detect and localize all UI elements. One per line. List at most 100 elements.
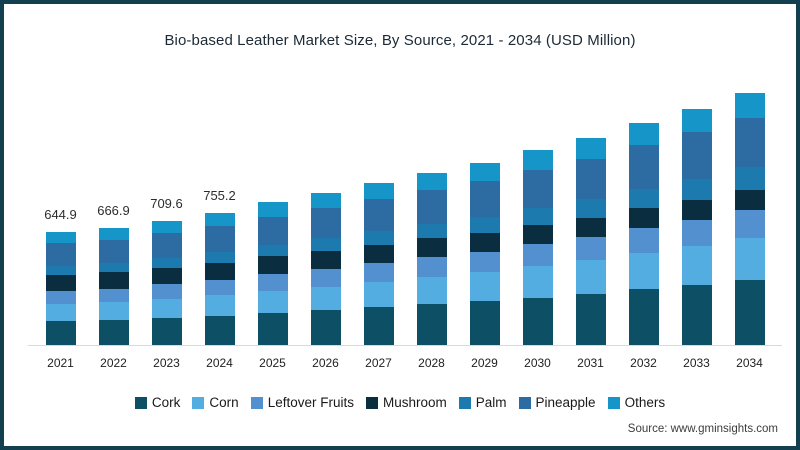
bar-2034 [723, 83, 776, 345]
bar-stack-2033 [681, 108, 712, 345]
bar-segment-leftover-fruits-2026 [310, 268, 341, 287]
bar-stack-2024 [204, 212, 235, 345]
bar-segment-leftover-fruits-2024 [204, 279, 235, 296]
bar-segment-corn-2033 [681, 245, 712, 285]
bar-segment-cork-2022 [98, 320, 129, 345]
bar-segment-pineapple-2025 [257, 216, 288, 246]
bar-segment-palm-2026 [310, 238, 341, 251]
bar-segment-cork-2021 [45, 321, 76, 345]
bar-segment-others-2026 [310, 193, 341, 209]
bar-segment-others-2031 [575, 138, 606, 159]
bar-segment-mushroom-2024 [204, 262, 235, 280]
bar-segment-pineapple-2026 [310, 208, 341, 239]
legend-item-leftover-fruits: Leftover Fruits [250, 395, 354, 410]
legend-item-palm: Palm [458, 395, 507, 410]
x-tick-2028: 2028 [418, 356, 445, 370]
bar-segment-palm-2031 [575, 199, 606, 218]
bar-segment-corn-2026 [310, 286, 341, 311]
x-tick-2022: 2022 [100, 356, 127, 370]
bar-segment-corn-2023 [151, 299, 182, 318]
x-tick-2027: 2027 [365, 356, 392, 370]
bar-stack-2027 [363, 183, 394, 345]
source-attribution: Source: www.gminsights.com [627, 423, 778, 435]
bar-stack-2028 [416, 172, 447, 345]
bar-stack-2031 [575, 138, 606, 345]
bar-2024: 755.2 [193, 83, 246, 345]
bar-segment-leftover-fruits-2021 [45, 290, 76, 305]
bar-segment-others-2030 [522, 150, 553, 170]
bar-segment-mushroom-2033 [681, 199, 712, 220]
x-axis-line [28, 345, 782, 346]
bar-segment-pineapple-2033 [681, 132, 712, 179]
legend-swatch-pineapple [518, 396, 531, 409]
bar-segment-pineapple-2028 [416, 189, 447, 224]
bar-segment-others-2028 [416, 172, 447, 190]
bar-stack-2034 [734, 93, 765, 345]
bar-stack-2023 [151, 220, 182, 345]
bar-segment-leftover-fruits-2032 [628, 228, 659, 253]
legend-swatch-palm [458, 396, 471, 409]
bar-segment-cork-2033 [681, 284, 712, 345]
bar-segment-corn-2025 [257, 290, 288, 313]
bar-segment-mushroom-2029 [469, 232, 500, 252]
bars-row: 644.9 666.9 709.6 755.2 [34, 83, 776, 345]
legend-swatch-corn [192, 396, 205, 409]
bar-segment-leftover-fruits-2027 [363, 263, 394, 282]
bar-segment-leftover-fruits-2031 [575, 237, 606, 261]
x-tick-2025: 2025 [259, 356, 286, 370]
bar-stack-2026 [310, 193, 341, 345]
x-tick-2034: 2034 [736, 356, 763, 370]
bar-segment-cork-2026 [310, 310, 341, 345]
bar-segment-cork-2032 [628, 289, 659, 345]
bar-stack-2030 [522, 150, 553, 345]
x-tick-2032: 2032 [630, 356, 657, 370]
bar-segment-corn-2034 [734, 238, 765, 280]
bar-2023: 709.6 [140, 83, 193, 345]
bar-segment-corn-2032 [628, 252, 659, 290]
bar-segment-pineapple-2034 [734, 118, 765, 168]
bar-segment-corn-2027 [363, 281, 394, 308]
bar-segment-cork-2031 [575, 293, 606, 345]
bar-segment-others-2033 [681, 108, 712, 133]
bar-segment-corn-2028 [416, 277, 447, 305]
bar-segment-mushroom-2028 [416, 238, 447, 258]
bar-segment-corn-2031 [575, 260, 606, 294]
bar-segment-mushroom-2022 [98, 272, 129, 289]
legend-label-mushroom: Mushroom [382, 395, 447, 410]
bar-segment-cork-2028 [416, 304, 447, 345]
bar-segment-palm-2028 [416, 223, 447, 239]
bar-2025 [246, 83, 299, 345]
x-tick-2026: 2026 [312, 356, 339, 370]
legend-item-cork: Cork [134, 395, 180, 410]
bar-segment-mushroom-2023 [151, 267, 182, 285]
bar-segment-palm-2027 [363, 231, 394, 245]
bar-segment-leftover-fruits-2034 [734, 210, 765, 239]
legend-item-pineapple: Pineapple [518, 395, 596, 410]
x-tick-2031: 2031 [577, 356, 604, 370]
bar-segment-corn-2029 [469, 272, 500, 302]
bar-segment-cork-2029 [469, 301, 500, 345]
bar-segment-others-2025 [257, 202, 288, 217]
bar-segment-palm-2025 [257, 245, 288, 257]
bar-segment-others-2029 [469, 163, 500, 182]
bar-segment-cork-2027 [363, 307, 394, 345]
x-tick-2021: 2021 [47, 356, 74, 370]
bar-stack-2025 [257, 202, 288, 345]
bar-segment-cork-2024 [204, 315, 235, 345]
bar-segment-mushroom-2032 [628, 208, 659, 228]
x-tick-2024: 2024 [206, 356, 233, 370]
bar-segment-leftover-fruits-2033 [681, 219, 712, 246]
legend-item-mushroom: Mushroom [365, 395, 447, 410]
bar-segment-leftover-fruits-2023 [151, 284, 182, 300]
bar-segment-palm-2022 [98, 263, 129, 273]
x-tick-2033: 2033 [683, 356, 710, 370]
bar-segment-palm-2030 [522, 208, 553, 225]
legend-label-leftover-fruits: Leftover Fruits [267, 395, 354, 410]
bar-segment-palm-2021 [45, 266, 76, 275]
bar-2026 [299, 83, 352, 345]
bar-segment-pineapple-2032 [628, 144, 659, 189]
bar-2031 [564, 83, 617, 345]
bar-segment-cork-2023 [151, 318, 182, 345]
bar-segment-mushroom-2025 [257, 256, 288, 275]
legend-swatch-mushroom [365, 396, 378, 409]
